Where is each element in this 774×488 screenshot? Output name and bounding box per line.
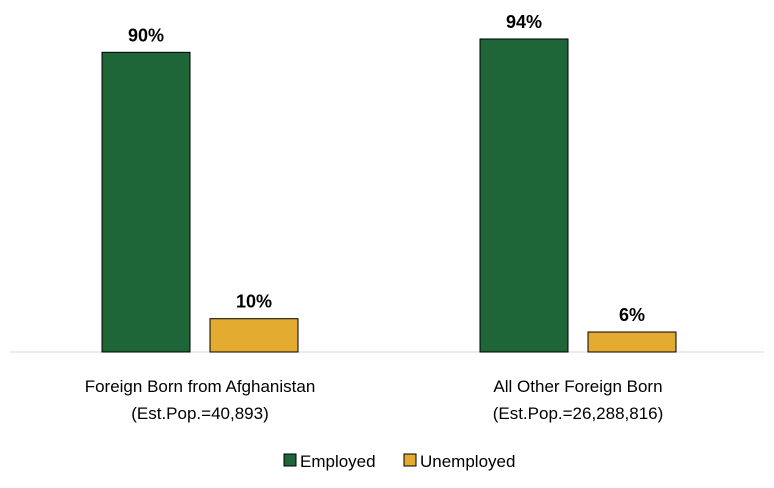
category-labels-group: Foreign Born from Afghanistan (Est.Pop.=4… [85,377,664,423]
legend-label-employed: Employed [300,452,376,471]
bar-employed-0 [101,51,191,353]
legend-swatch-employed [283,453,297,467]
legend: Employed Unemployed [283,452,515,471]
data-label-unemployed-0: 10% [236,292,272,312]
data-labels-group: 90% 10% 94% 6% [128,12,645,325]
bars-group [101,38,677,353]
category-label-0-line-1: (Est.Pop.=40,893) [131,404,269,423]
category-label-1-line-0: All Other Foreign Born [493,377,662,396]
bar-employed-1 [479,38,569,353]
category-label-1-line-1: (Est.Pop.=26,288,816) [493,404,664,423]
data-label-employed-1: 94% [506,12,542,32]
bar-unemployed-0 [209,318,299,353]
legend-swatch-unemployed [403,453,417,467]
category-label-0-line-0: Foreign Born from Afghanistan [85,377,316,396]
data-label-employed-0: 90% [128,25,164,45]
bar-unemployed-1 [587,331,677,353]
data-label-unemployed-1: 6% [619,305,645,325]
legend-label-unemployed: Unemployed [420,452,515,471]
